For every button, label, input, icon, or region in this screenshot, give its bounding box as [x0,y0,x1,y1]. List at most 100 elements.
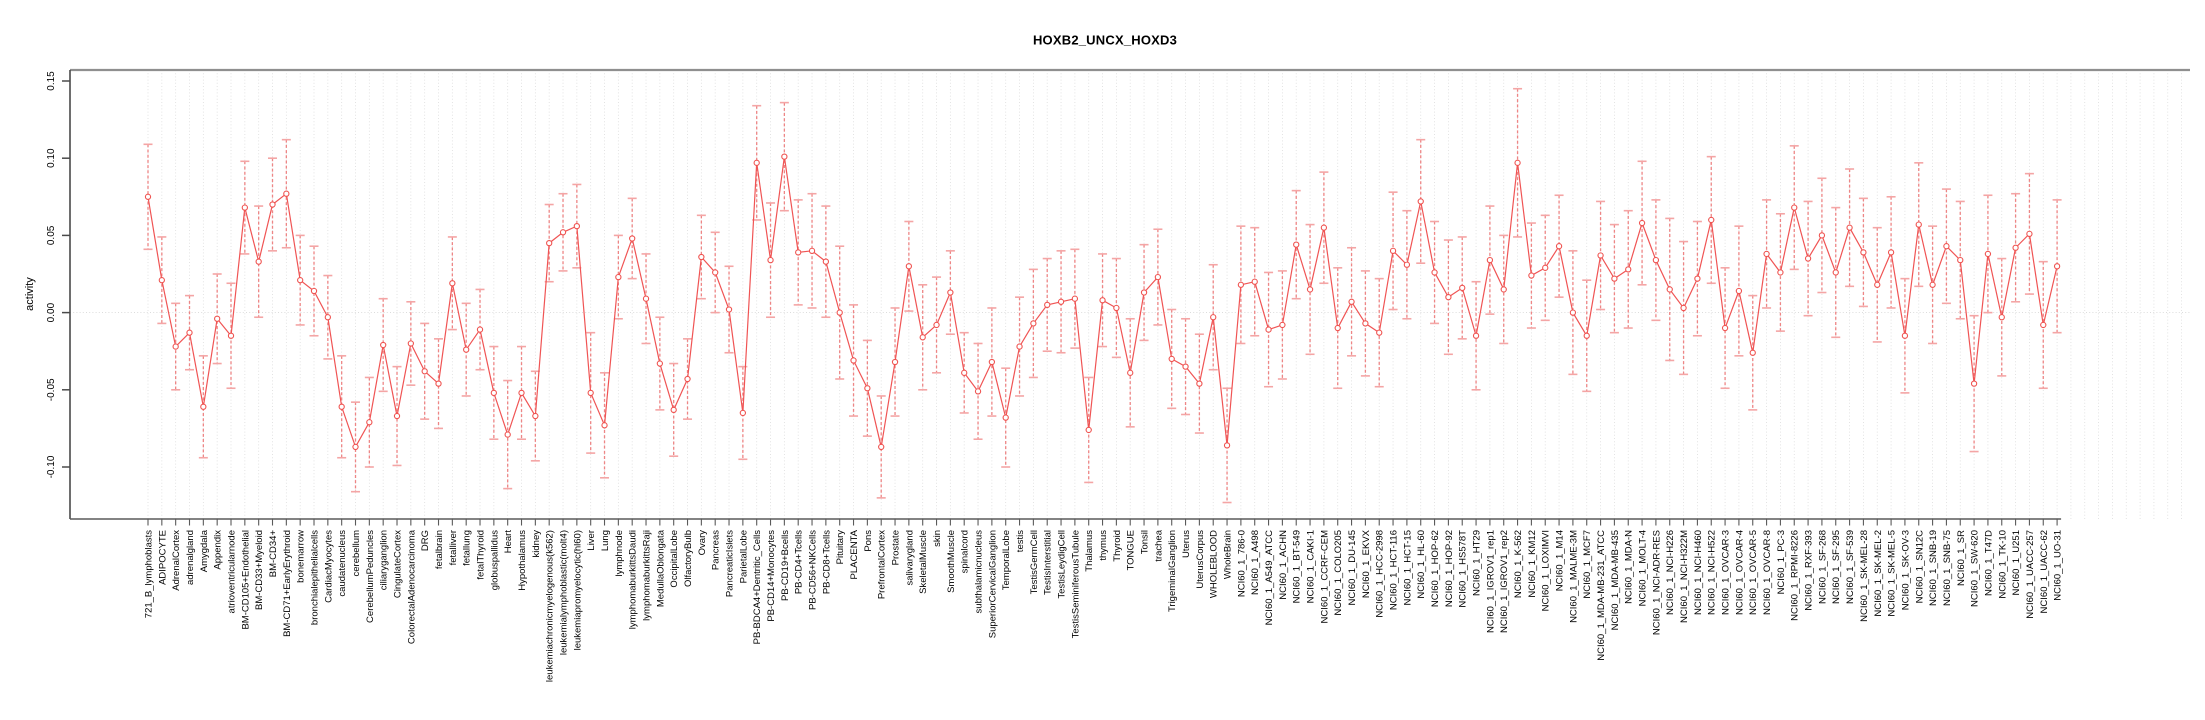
x-axis-label: PancreaticIslets [725,530,736,597]
data-point [1030,320,1037,327]
x-axis-label: lymphomaburkittsRaji [642,530,653,621]
x-axis-label: NCI60_1_UO-31 [2053,530,2064,601]
data-point [1708,216,1715,224]
x-axis-label: fetalThyroid [476,530,487,580]
data-point [1846,224,1853,231]
x-axis-label: PB-CD14+Monocytes [766,530,777,622]
data-point [974,388,982,395]
data-point [698,253,705,261]
data-point [366,419,373,426]
x-axis-label: cerebellum [351,530,362,577]
data-points [144,153,2061,451]
data-point [407,340,414,347]
data-point [1500,286,1507,293]
x-axis-label: NCI60_1_SF-539 [1845,530,1856,604]
data-point [712,269,719,276]
data-point [629,235,636,242]
data-point [1016,343,1023,350]
data-point [172,343,179,350]
data-point [297,277,304,284]
x-axis-label: SkeletalMuscle [918,530,929,594]
data-point [1597,252,1604,259]
data-point [933,321,940,329]
x-axis-label: UterusCorpus [1195,530,1206,589]
x-axis-label: leukemialymphoblastic(molt4) [559,530,570,655]
data-point [559,229,567,236]
x-axis-label: NCI60_1_HCT-116 [1389,530,1400,610]
x-axis-label: NCI60_1_NCI-ADR-RES [1651,530,1662,635]
x-axis-label: fetalbrain [434,530,445,569]
data-point [1611,275,1618,282]
x-axis-label: MedullaOblongata [655,529,666,607]
data-point [1293,241,1300,248]
x-axis-label: CerebellumPeduncles [365,530,376,623]
data-point [1874,281,1881,288]
x-axis-label: NCI60_1_RXF-393 [1804,530,1815,611]
x-axis-label: NCI60_1_A498 [1250,530,1261,595]
x-axis-label: kidney [531,530,542,558]
x-axis-label: CardiacMyocytes [323,530,334,603]
data-point [518,389,525,397]
x-axis-labels: 721_B_lymphoblasts ADIPOCYTE AdrenalCortex… [144,529,2064,682]
x-axis-label: NCI60_1_NCI-H522 [1707,530,1718,615]
x-axis-label: Pituitary [835,530,846,565]
data-point [1569,309,1577,316]
data-point [753,159,760,166]
data-point [449,280,456,287]
data-point [1168,355,1175,363]
x-axis-label: leukemiachronicmyelogenous(k562) [545,530,556,682]
data-point [186,329,193,336]
data-point [241,204,248,211]
data-point [1528,272,1535,279]
data-point [1818,232,1826,239]
data-point [891,358,899,366]
x-axis-label: NCI60_1_RPMI-8226 [1790,530,1801,621]
data-point [1680,304,1687,312]
data-point [1251,278,1258,285]
y-tick-label: 0.05 [46,225,57,245]
x-axis-label: TONGUE [1126,530,1137,570]
data-point [1486,256,1494,264]
data-point [2026,230,2033,238]
data-point [1431,269,1438,276]
x-axis-label: TemporalLobe [1001,530,1012,590]
data-point [1984,250,1992,258]
gridlines [147,70,2182,519]
data-point [1182,363,1189,370]
data-point [1860,249,1867,256]
x-axis-label: NCI60_1_CAKI-1 [1306,530,1317,603]
x-axis-label: AdrenalCortex [171,530,182,591]
x-axis-label: TestisSeminiferousTubule [1070,530,1081,638]
data-point [1265,326,1272,333]
x-axis-label: Uterus [1181,530,1192,558]
data-point [2040,321,2047,329]
x-axis-label: BM-CD33+Myeloid [254,530,265,610]
data-point [227,332,235,339]
x-axis-label: ColorectalAdenocarcinoma [406,529,417,644]
data-point [739,409,747,417]
x-axis-label: subthalamicnucleus [974,530,985,614]
x-axis-label: NCI60_1_A549_ATCC [1264,530,1275,626]
data-point [781,153,788,160]
data-point [1915,221,1922,228]
data-point [587,389,594,397]
data-point [905,263,913,270]
data-point [1583,332,1590,339]
x-axis-label: NCI60_1_MOLT-4 [1638,530,1649,606]
x-axis-label: NCI60_1_COLO205 [1333,530,1344,616]
data-point [670,406,677,414]
x-axis-label: Thyroid [1112,530,1123,562]
data-point [1777,269,1784,276]
data-point [1638,219,1646,227]
data-point [573,222,581,230]
data-point [1320,224,1328,231]
data-point [1901,332,1909,339]
data-point [1721,324,1729,332]
x-axis-label: bronchialepithelialcells [310,530,321,625]
data-point [836,309,843,316]
x-axis-label: PB-CD4+Tcells [794,530,805,594]
x-axis-label: Lung [600,530,611,551]
data-point [144,193,152,200]
x-axis-label: fetalliver [448,530,459,565]
